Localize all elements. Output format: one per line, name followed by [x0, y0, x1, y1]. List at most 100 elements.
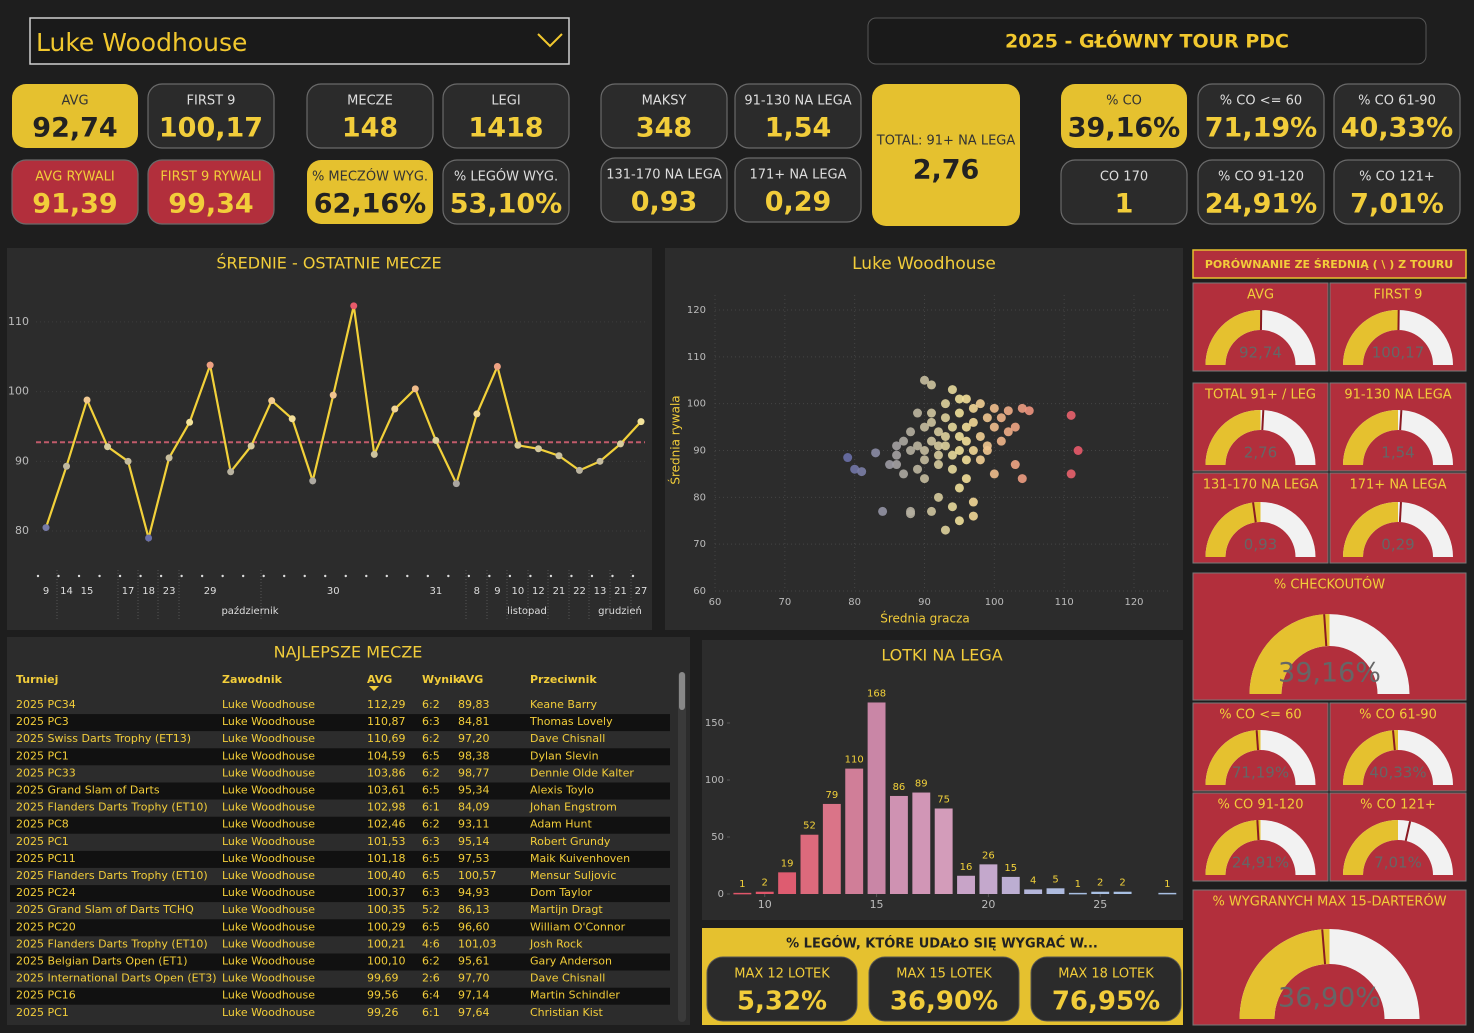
point: [555, 452, 563, 460]
point: [391, 405, 399, 413]
table-cell: 2:6: [422, 972, 440, 985]
point: [850, 464, 860, 474]
table-cell: Luke Woodhouse: [222, 852, 315, 865]
table-title: NAJLEPSZE MECZE: [274, 643, 423, 662]
table-cell: 2025 PC34: [16, 698, 76, 711]
gauge-fill: [1205, 730, 1261, 785]
table-cell: 2025 PC24: [16, 886, 76, 899]
kpi-card: [734, 83, 862, 149]
x-tick-label: 17: [122, 586, 135, 597]
table-cell: 5:2: [422, 903, 440, 916]
x-tick-label: 110: [1055, 597, 1074, 608]
bar: [934, 808, 953, 894]
kpi-value: 100,17: [159, 113, 263, 144]
x-tick-label: 18: [142, 586, 155, 597]
table-cell: 84,81: [458, 715, 490, 728]
table-cell: 97,20: [458, 732, 490, 745]
kpi-label: LEGI: [491, 94, 520, 109]
point: [892, 460, 902, 470]
kpi-value: 1,54: [765, 113, 832, 144]
bar-label: 86: [893, 782, 906, 793]
table-cell: 2025 Flanders Darts Trophy (ET10): [16, 869, 208, 882]
x-tick-label: 100: [985, 597, 1004, 608]
table-cell: Luke Woodhouse: [222, 698, 315, 711]
gauge-fill: [1249, 614, 1330, 694]
x-tick-dot: [590, 574, 594, 578]
table-cell: Dennie Olde Kalter: [530, 766, 634, 779]
x-tick-label: 70: [778, 597, 791, 608]
kpi-value: 53,10%: [450, 189, 562, 220]
sort-indicator[interactable]: [369, 686, 379, 691]
table-cell: Josh Rock: [529, 937, 583, 950]
table-cell: 100,35: [367, 903, 406, 916]
kpi-card: [442, 159, 570, 225]
gauge-fill: [1343, 502, 1398, 557]
title-box: [867, 17, 1427, 65]
kpi-value: 91,39: [32, 189, 117, 220]
point: [968, 446, 978, 455]
table-cell: 93,11: [458, 818, 490, 831]
table-cell: 97,70: [458, 972, 490, 985]
gauge-title: % CO 61-90: [1359, 708, 1437, 723]
x-tick-label: 21: [553, 586, 566, 597]
y-tick-label: 100: [705, 775, 724, 786]
gauge-title: 91-130 NA LEGA: [1344, 388, 1451, 403]
point: [892, 450, 902, 460]
point: [268, 397, 276, 405]
bar-label: 52: [803, 821, 816, 832]
table-cell: 102,98: [367, 801, 406, 814]
win-title: % LEGÓW, KTÓRE UDAŁO SIĘ WYGRAĆ W...: [786, 936, 1098, 952]
point: [871, 448, 881, 458]
gauge-fill: [1205, 410, 1261, 465]
table-cell: 2025 Flanders Darts Trophy (ET10): [16, 937, 208, 950]
x-tick-dot: [549, 574, 553, 578]
bar-label: 2: [1097, 878, 1103, 889]
table-cell: Maik Kuivenhoven: [530, 852, 630, 865]
x-tick-label: 9: [494, 586, 500, 597]
point: [329, 391, 337, 399]
kpi-label: MECZE: [347, 94, 393, 109]
gauge-title: 131-170 NA LEGA: [1203, 478, 1319, 493]
point: [933, 492, 943, 502]
point: [104, 443, 112, 451]
y-tick-label: 80: [693, 492, 706, 503]
gauge-fill: [1205, 310, 1261, 365]
table-cell: 100,10: [367, 955, 406, 968]
kpi-card: [442, 83, 570, 149]
y-tick-label: 100: [687, 399, 706, 410]
win-card: [1030, 956, 1182, 1022]
x-tick-label: 120: [1124, 597, 1143, 608]
kpi-label: 91-130 NA LEGA: [744, 94, 851, 109]
dropdown-arrow[interactable]: [537, 33, 563, 48]
table-cell: Luke Woodhouse: [222, 801, 315, 814]
table-cell: Luke Woodhouse: [222, 989, 315, 1002]
x-group-label: grudzień: [598, 605, 642, 617]
kpi-label: MAKSY: [642, 94, 687, 109]
kpi-value: 348: [636, 113, 692, 144]
point: [637, 418, 645, 426]
scrollbar-track[interactable]: [678, 672, 686, 1022]
point: [947, 464, 957, 474]
point: [975, 431, 985, 441]
kpi-card: [872, 84, 1020, 226]
point: [1073, 446, 1083, 455]
bar-label: 2: [762, 878, 768, 889]
scrollbar-thumb[interactable]: [679, 672, 685, 710]
x-tick-dot: [180, 574, 183, 578]
scatter-title: Luke Woodhouse: [852, 254, 996, 274]
y-tick-label: 0: [718, 889, 724, 900]
point: [1003, 406, 1013, 416]
y-axis-label: Średnia rywala: [668, 395, 683, 484]
bar: [957, 875, 975, 894]
table-cell: William O'Connor: [530, 920, 626, 933]
point: [926, 408, 936, 418]
kpi-value: 0,29: [765, 187, 832, 218]
player-dropdown[interactable]: [29, 17, 570, 65]
bar-label: 1: [739, 879, 745, 890]
x-tick-dot: [611, 574, 614, 578]
kpi-value: 39,16%: [1068, 113, 1180, 144]
kpi-value: 1418: [468, 113, 543, 144]
table-cell: Luke Woodhouse: [222, 835, 315, 848]
win-value: 5,32%: [737, 987, 827, 1017]
point: [913, 441, 923, 451]
